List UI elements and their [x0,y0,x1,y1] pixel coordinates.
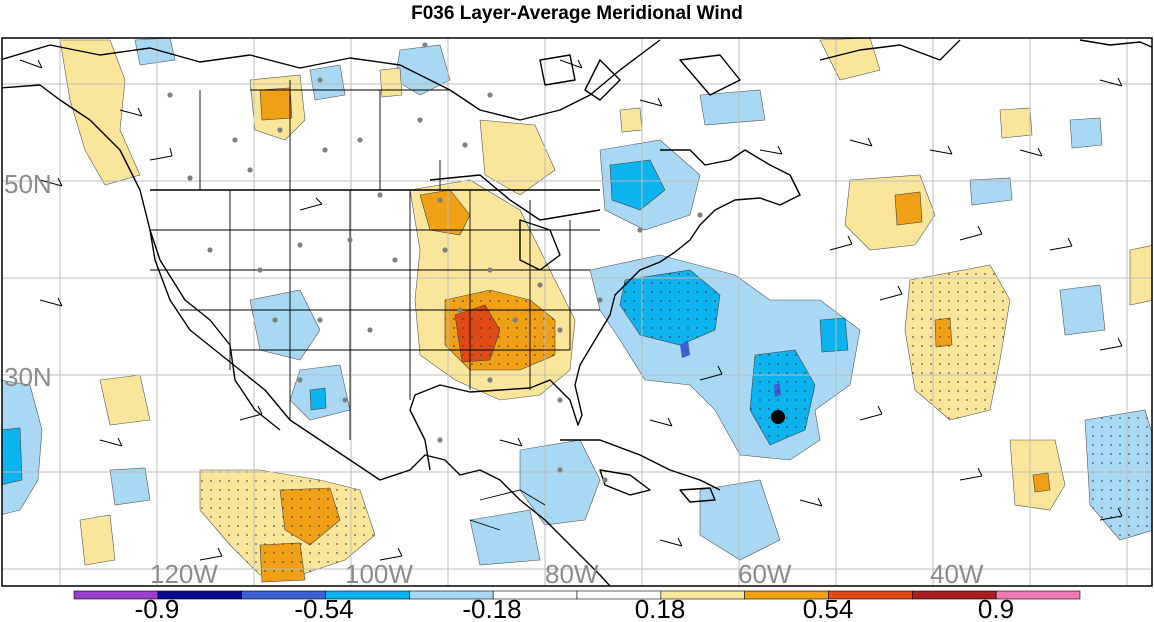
colorbar-label: -0.18 [462,594,521,622]
colorbar-label: 0.54 [803,594,854,622]
map-title: F036 Layer-Average Meridional Wind [411,3,743,24]
lon-label-40w: 40W [930,559,984,589]
colorbar [73,590,1081,600]
lon-label-60w: 60W [738,559,792,589]
colorbar-label: -0.54 [294,594,353,622]
lat-label-30n: 30N [4,362,52,392]
political-boundaries [150,80,600,531]
lon-label-100w: 100W [345,559,413,589]
storm-center-dot [771,410,785,424]
stipple-overlay [200,265,1152,575]
colorbar-label: 0.18 [635,594,686,622]
colorbar-labels: -0.9 -0.54 -0.18 0.18 0.54 0.9 [135,594,1014,622]
colorbar-label: 0.9 [978,594,1014,622]
wind-barbs [19,59,1123,561]
lon-label-120w: 120W [150,559,218,589]
station-dots [167,42,703,483]
plot-frame [1,37,1153,587]
lon-label-80w: 80W [545,559,599,589]
lat-label-50n: 50N [4,169,52,199]
coastlines [2,39,1152,586]
colorbar-label: -0.9 [135,594,180,622]
colorbar-swatch [995,590,1081,600]
